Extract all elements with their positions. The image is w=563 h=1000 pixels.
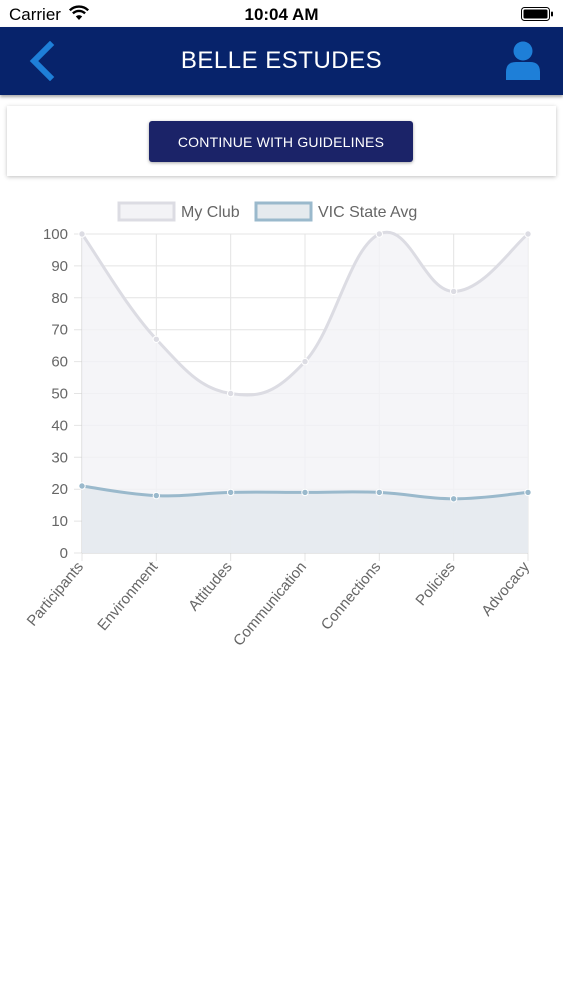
x-tick-label: Environment bbox=[94, 558, 162, 634]
data-point bbox=[301, 488, 309, 497]
page-title: BELLE ESTUDES bbox=[180, 47, 383, 74]
series-area bbox=[82, 232, 528, 553]
x-tick-label: Communication bbox=[230, 559, 310, 650]
data-point bbox=[375, 230, 384, 238]
y-tick-label: 40 bbox=[51, 417, 68, 434]
wifi-icon bbox=[68, 5, 90, 20]
guidelines-card: CONTINUE WITH GUIDELINES bbox=[7, 106, 556, 176]
x-tick-label: Policies bbox=[412, 559, 458, 610]
data-point bbox=[152, 335, 161, 343]
battery-icon bbox=[521, 7, 553, 21]
series-area bbox=[82, 486, 528, 553]
data-point bbox=[301, 357, 309, 366]
y-tick-label: 0 bbox=[60, 545, 68, 562]
x-tick-label: Participants bbox=[24, 559, 87, 630]
y-tick-label: 10 bbox=[51, 513, 68, 530]
comparison-chart: 0 10 20 30 40 50 60 70 80 90 100 Participants Enviro… bbox=[24, 201, 533, 650]
clock-label: 10:04 AM bbox=[244, 5, 319, 24]
legend-label: My Club bbox=[181, 204, 240, 221]
legend-swatch bbox=[117, 201, 176, 222]
carrier-label: Carrier bbox=[9, 5, 61, 24]
y-tick-label: 100 bbox=[43, 226, 68, 243]
data-point bbox=[226, 389, 235, 398]
y-tick-label: 30 bbox=[51, 449, 68, 466]
data-point bbox=[524, 488, 532, 497]
legend-swatch bbox=[254, 201, 313, 222]
y-tick-label: 50 bbox=[51, 386, 68, 403]
data-point bbox=[449, 287, 458, 296]
y-tick-label: 20 bbox=[51, 481, 68, 498]
data-point bbox=[78, 482, 86, 490]
legend-label: VIC State Avg bbox=[318, 204, 417, 221]
x-tick-label: Advocacy bbox=[478, 558, 533, 619]
navigation-bar: BELLE ESTUDES bbox=[0, 27, 563, 95]
x-tick-label: Connections bbox=[318, 559, 385, 634]
chevron-left-icon[interactable] bbox=[22, 41, 62, 81]
user-icon[interactable] bbox=[503, 40, 543, 82]
data-point bbox=[375, 488, 384, 497]
data-point bbox=[226, 488, 235, 497]
y-tick-label: 60 bbox=[51, 354, 68, 371]
data-point bbox=[152, 491, 161, 500]
data-point bbox=[449, 495, 458, 503]
y-tick-label: 90 bbox=[51, 258, 68, 275]
x-tick-label: Attitudes bbox=[185, 559, 236, 615]
data-point bbox=[78, 230, 86, 238]
y-tick-label: 80 bbox=[51, 290, 68, 307]
data-point bbox=[524, 230, 532, 238]
continue-with-guidelines-button[interactable]: CONTINUE WITH GUIDELINES bbox=[149, 121, 413, 162]
status-bar: Carrier 10:04 AM bbox=[0, 0, 563, 27]
y-tick-label: 70 bbox=[51, 322, 68, 339]
